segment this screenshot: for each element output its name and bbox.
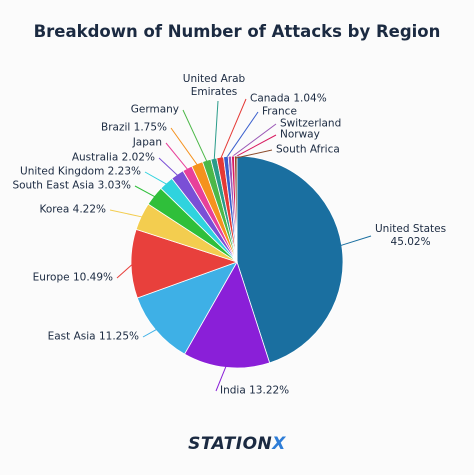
slice-label: South Africa [276, 144, 340, 157]
leader-line [215, 365, 227, 392]
logo-text: STATION [188, 434, 273, 454]
value-label: 11.25% [98, 330, 139, 343]
slice-label: Australia 2.02% [72, 152, 155, 165]
leader-line [165, 142, 189, 171]
leader-line [170, 127, 199, 166]
category-label: South Africa [276, 143, 340, 156]
slice-label: United Arab Emirates [174, 73, 254, 99]
slice-label: Germany [131, 104, 179, 117]
leader-line [109, 209, 144, 218]
slice-label: United States 45.02% [375, 223, 446, 249]
category-label: India [220, 384, 246, 397]
category-label: Germany [130, 103, 179, 116]
value-label: 4.22% [72, 203, 106, 216]
leader-line [229, 123, 277, 159]
leader-line [182, 109, 208, 163]
category-label: United Kingdom [20, 165, 105, 178]
value-label: 3.03% [97, 179, 131, 192]
slice-label: Europe 10.49% [33, 272, 113, 285]
slice-label: South East Asia 3.03% [12, 180, 131, 193]
value-label: 1.75% [133, 121, 167, 134]
category-label: United Arab Emirates [182, 73, 246, 98]
leader-line [235, 149, 273, 159]
value-label: 10.49% [72, 271, 113, 284]
category-label: United States [375, 223, 447, 235]
chart-title: Breakdown of Number of Attacks by Region [33, 22, 441, 41]
pie-slice [183, 261, 271, 369]
category-label: East Asia [47, 330, 96, 343]
slice-label: Norway [280, 129, 320, 142]
category-label: Canada [250, 92, 290, 105]
slice-label: Canada 1.04% [250, 93, 327, 106]
category-label: Switzerland [280, 117, 342, 130]
category-label: Europe [32, 271, 70, 284]
slice-label: Brazil 1.75% [101, 122, 167, 135]
leader-line [232, 134, 277, 159]
logo: STATIONX [0, 434, 474, 454]
value-label: 1.04% [293, 92, 327, 105]
slice-label: United Kingdom 2.23% [20, 166, 141, 179]
leader-line [144, 171, 168, 186]
slice-label: Switzerland [280, 118, 341, 131]
value-label: 45.02% [390, 236, 431, 248]
leader-line [219, 98, 247, 160]
category-label: Korea [39, 203, 70, 216]
slice-label: India 13.22% [220, 385, 289, 398]
slice-label: Japan [133, 137, 162, 150]
slice-label: Korea 4.22% [40, 204, 106, 217]
category-label: Australia [71, 151, 119, 164]
leader-line [134, 185, 156, 198]
leader-line [158, 157, 179, 177]
category-label: Japan [132, 136, 162, 149]
value-label: 13.22% [249, 384, 290, 397]
leader-line [116, 263, 134, 279]
category-label: Brazil [100, 121, 131, 134]
logo-accent: X [272, 434, 286, 454]
leader-line [225, 111, 259, 159]
leader-line [142, 328, 158, 338]
category-label: South East Asia [12, 179, 95, 192]
category-label: Norway [280, 128, 320, 141]
pie-slice [130, 228, 239, 299]
category-label: France [262, 105, 297, 118]
leader-line [213, 100, 219, 161]
leader-line [339, 235, 372, 247]
value-label: 2.23% [107, 165, 141, 178]
slice-label: France [262, 106, 297, 119]
value-label: 2.02% [121, 151, 155, 164]
slice-label: East Asia 11.25% [48, 331, 139, 344]
pie-slice [234, 155, 238, 263]
